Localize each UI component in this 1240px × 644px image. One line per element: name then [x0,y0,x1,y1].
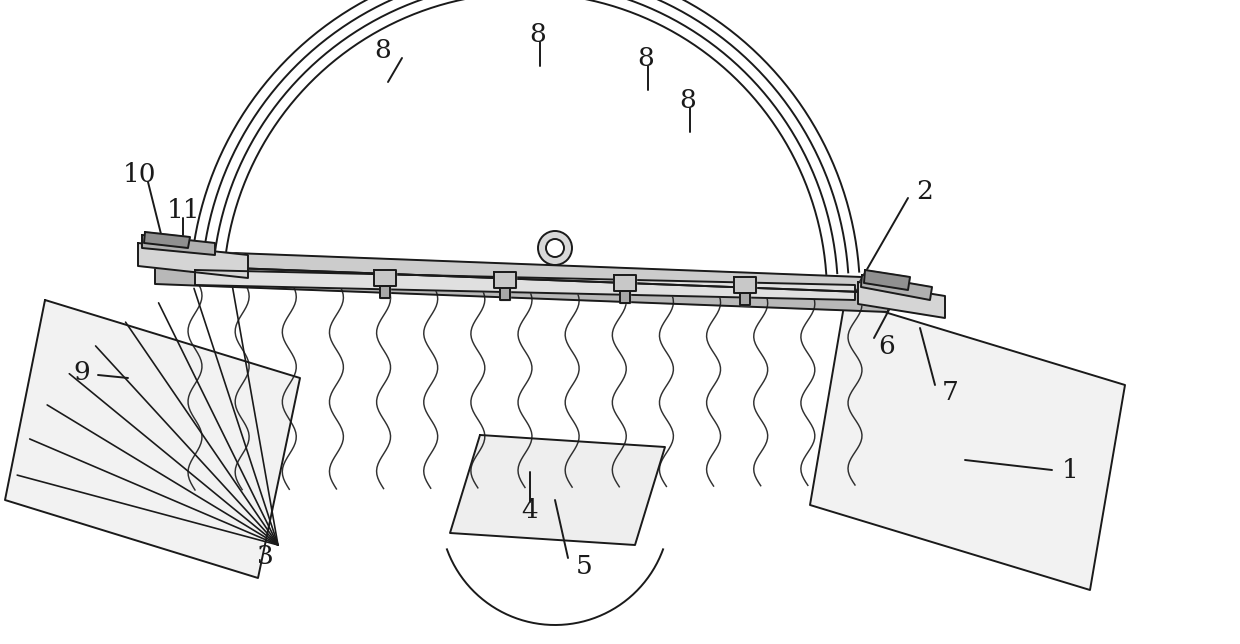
Polygon shape [620,291,630,303]
Polygon shape [810,300,1125,590]
Text: 8: 8 [374,37,392,62]
Polygon shape [155,250,888,293]
Polygon shape [864,270,910,290]
Polygon shape [374,270,396,286]
Text: 3: 3 [257,544,274,569]
Text: 1: 1 [1061,457,1079,482]
Text: 11: 11 [166,198,200,222]
Polygon shape [143,235,215,255]
Polygon shape [5,300,300,578]
Text: 6: 6 [878,334,895,359]
Polygon shape [614,275,636,291]
Text: 8: 8 [637,46,655,70]
Text: 10: 10 [123,162,156,187]
Text: 2: 2 [916,178,932,204]
Polygon shape [144,232,190,248]
Polygon shape [494,272,516,289]
Polygon shape [734,277,756,293]
Circle shape [538,231,572,265]
Polygon shape [740,293,750,305]
Polygon shape [195,270,856,300]
Text: 8: 8 [680,88,697,113]
Polygon shape [155,265,888,312]
Polygon shape [858,282,945,318]
Text: 5: 5 [577,553,593,578]
Polygon shape [450,435,665,545]
Text: 4: 4 [522,498,538,524]
Polygon shape [500,289,510,300]
Text: 7: 7 [942,381,959,406]
Text: 9: 9 [73,359,91,384]
Polygon shape [138,243,248,278]
Text: 8: 8 [529,21,547,46]
Circle shape [546,239,564,257]
Polygon shape [379,286,391,298]
Polygon shape [861,275,932,300]
